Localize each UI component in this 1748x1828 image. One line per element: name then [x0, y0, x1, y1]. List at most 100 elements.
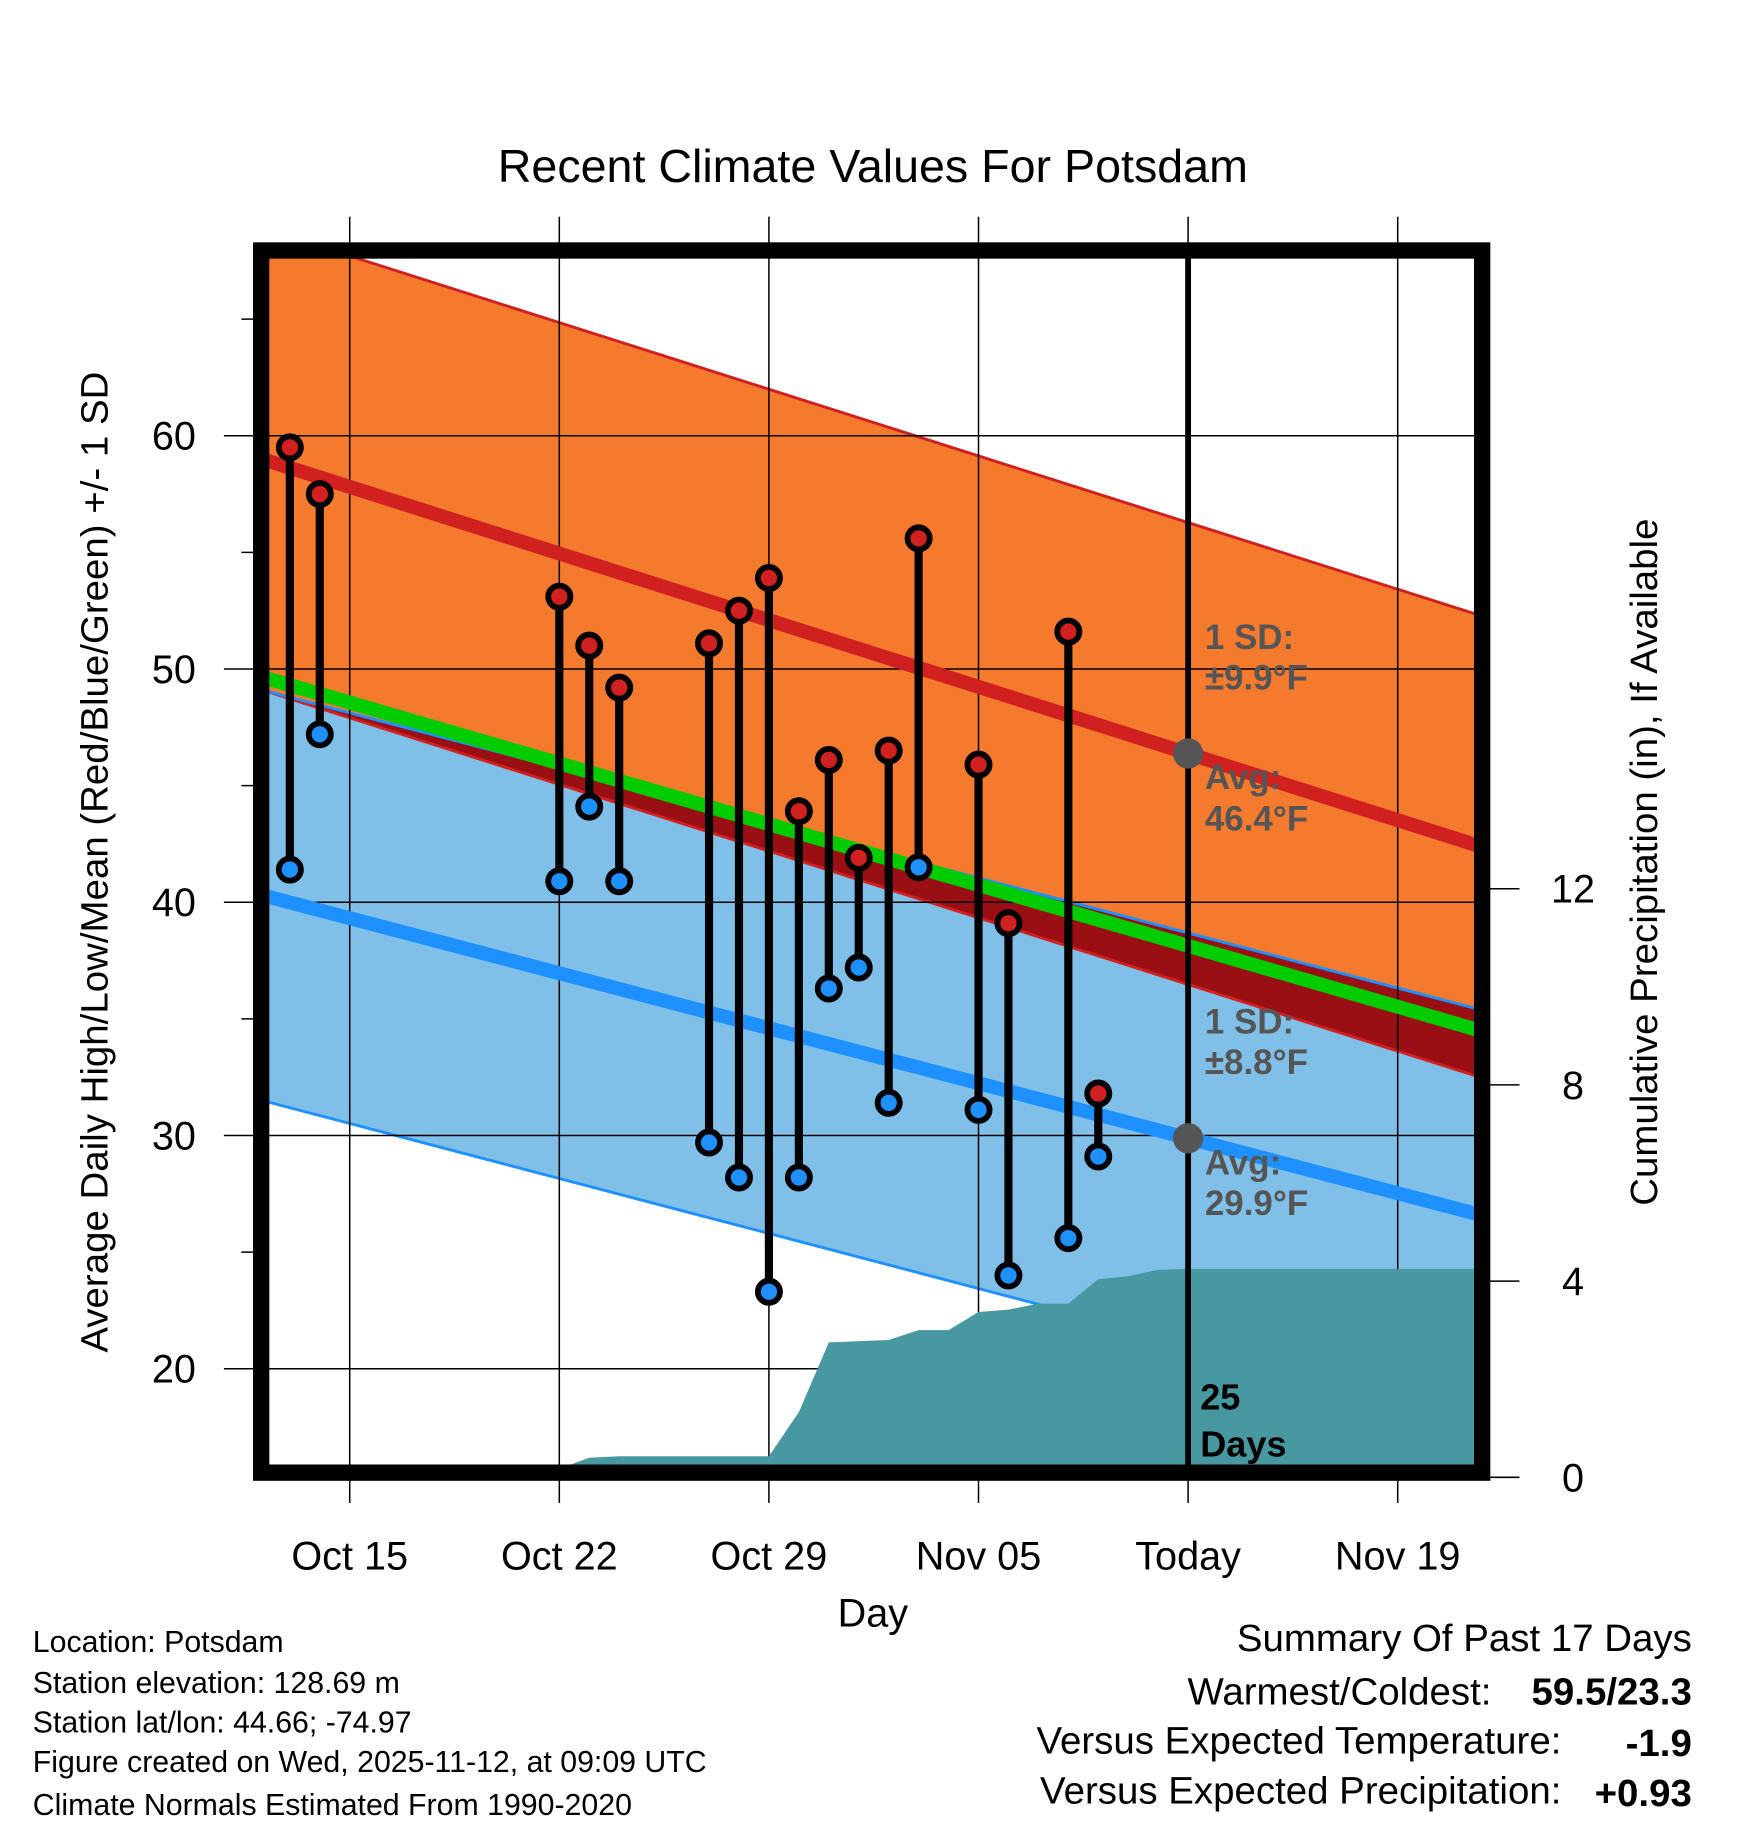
today-high-marker — [1172, 738, 1204, 769]
y2-axis-label: Cumulative Precipitation (in), If Availa… — [1623, 519, 1666, 1206]
days-label: Days — [1200, 1423, 1286, 1464]
observation-4 — [605, 673, 634, 896]
low-point — [844, 953, 873, 982]
low-point — [275, 855, 304, 884]
annotation-low-sd-label: 1 SD: — [1205, 1002, 1294, 1041]
x-axis-label: Day — [838, 1591, 909, 1635]
high-point — [275, 433, 304, 462]
summary-temp-value: -1.9 — [1626, 1722, 1692, 1765]
observation-10 — [844, 843, 873, 982]
low-point — [784, 1163, 813, 1192]
info-normals: Climate Normals Estimated From 1990-2020 — [33, 1789, 632, 1822]
annotation-high-sd-label: 1 SD: — [1205, 618, 1294, 657]
low-point — [1054, 1224, 1083, 1253]
plot-frame — [253, 242, 1491, 1481]
y-tick-label: 40 — [152, 881, 196, 925]
low-point — [994, 1261, 1023, 1290]
observation-0 — [275, 433, 304, 884]
high-point — [545, 582, 574, 611]
y2-tick-label: 0 — [1562, 1456, 1584, 1500]
x-tick-label: Oct 29 — [711, 1534, 828, 1578]
low-point — [1084, 1142, 1113, 1171]
low-point — [305, 720, 334, 749]
high-point — [814, 745, 843, 774]
high-point — [575, 631, 604, 660]
high-point — [844, 843, 873, 872]
high-point — [605, 673, 634, 702]
observation-1 — [305, 480, 334, 749]
annotation-high-avg-value: 46.4°F — [1205, 800, 1308, 839]
summary-precip-label: Versus Expected Precipitation: — [1040, 1770, 1561, 1813]
high-point — [784, 797, 813, 826]
high-sd-upper-edge — [331, 251, 1480, 617]
observation-9 — [814, 745, 843, 1003]
high-point — [994, 909, 1023, 938]
high-point — [724, 596, 753, 625]
x-tick-label: Nov 19 — [1335, 1534, 1461, 1578]
low-point — [575, 792, 604, 821]
summary-precip-value: +0.93 — [1595, 1772, 1692, 1815]
low-normal-line — [262, 888, 1480, 1222]
y-tick-label: 30 — [152, 1114, 196, 1158]
high-sd-band — [262, 251, 1480, 1078]
low-point — [964, 1095, 993, 1124]
info-location: Location: Potsdam — [33, 1626, 284, 1659]
high-point — [695, 629, 724, 658]
annotation-low-avg-label: Avg: — [1205, 1143, 1281, 1182]
observation-16 — [1084, 1079, 1113, 1171]
high-point — [874, 736, 903, 765]
low-point — [724, 1163, 753, 1192]
y2-tick-label: 8 — [1562, 1064, 1584, 1108]
station-info: Location: Potsdam Station elevation: 128… — [33, 1626, 707, 1822]
low-point — [814, 974, 843, 1003]
axes: Oct 15 Oct 22 Oct 29 Nov 05 Today Nov 19 20 30 4… — [152, 216, 1595, 1578]
y2-tick-label: 12 — [1551, 868, 1595, 912]
days-count: 25 — [1200, 1377, 1240, 1418]
low-point — [874, 1088, 903, 1117]
high-point — [1054, 617, 1083, 646]
annotation-high-sd-value: ±9.9°F — [1205, 659, 1308, 698]
observation-11 — [874, 736, 903, 1117]
low-point — [904, 853, 933, 882]
annotation-low-sd-value: ±8.8°F — [1205, 1043, 1308, 1082]
x-tick-label: Nov 05 — [916, 1534, 1042, 1578]
high-point — [305, 480, 334, 509]
info-created: Figure created on Wed, 2025-11-12, at 09… — [33, 1746, 707, 1779]
observation-14 — [994, 909, 1023, 1290]
high-point — [904, 524, 933, 553]
low-point — [695, 1128, 724, 1157]
y-axis-label: Average Daily High/Low/Mean (Red/Blue/Gr… — [73, 372, 116, 1353]
observation-12 — [904, 524, 933, 882]
observation-15 — [1054, 617, 1083, 1253]
observation-8 — [784, 797, 813, 1192]
observation-13 — [964, 750, 993, 1124]
observation-3 — [575, 631, 604, 821]
observation-7 — [754, 564, 783, 1306]
x-tick-label: Oct 15 — [291, 1534, 408, 1578]
low-point — [605, 867, 634, 896]
high-point — [1084, 1079, 1113, 1108]
low-point — [754, 1277, 783, 1306]
y2-tick-label: 4 — [1562, 1260, 1584, 1304]
high-point — [964, 750, 993, 779]
high-point — [754, 564, 783, 592]
summary: Summary Of Past 17 Days Warmest/Coldest:… — [1036, 1617, 1691, 1815]
y-tick-label: 50 — [152, 648, 196, 692]
x-tick-label: Oct 22 — [501, 1534, 618, 1578]
info-latlon: Station lat/lon: 44.66; -74.97 — [33, 1706, 412, 1739]
y-tick-label: 20 — [152, 1348, 196, 1392]
summary-warmest-label: Warmest/Coldest: — [1187, 1671, 1491, 1714]
x-tick-label: Today — [1135, 1534, 1241, 1578]
observation-6 — [724, 596, 753, 1192]
annotation-high-avg-label: Avg: — [1205, 758, 1281, 797]
summary-title: Summary Of Past 17 Days — [1237, 1617, 1692, 1660]
high-sd-lower-edge — [262, 688, 1480, 1079]
observation-2 — [545, 582, 574, 896]
low-point — [545, 867, 574, 896]
summary-warmest-value: 59.5/23.3 — [1532, 1671, 1692, 1714]
summary-temp-label: Versus Expected Temperature: — [1036, 1719, 1561, 1762]
observation-5 — [695, 629, 724, 1157]
precip-area — [554, 1268, 1480, 1471]
